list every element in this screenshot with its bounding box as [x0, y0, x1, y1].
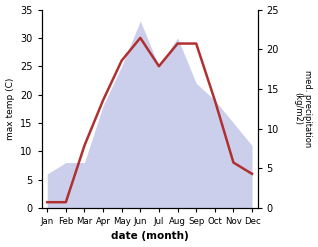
Y-axis label: med. precipitation
(kg/m2): med. precipitation (kg/m2)	[293, 70, 313, 147]
Y-axis label: max temp (C): max temp (C)	[5, 78, 15, 140]
X-axis label: date (month): date (month)	[111, 231, 189, 242]
